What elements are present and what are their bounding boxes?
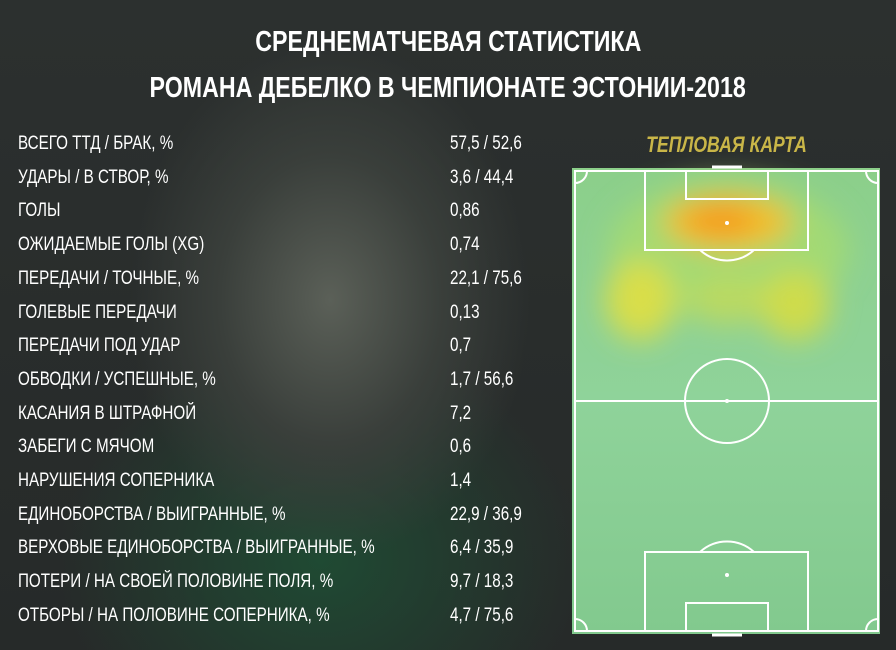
- stat-value-text: 57,5 / 52,6: [450, 133, 522, 154]
- stat-value: 1,4: [450, 470, 476, 492]
- stat-value-text: 0,74: [450, 234, 480, 256]
- stat-value: 7,2: [450, 403, 476, 425]
- stat-value: 57,5 / 52,6: [450, 133, 540, 155]
- stat-value-text: 1,4: [450, 470, 472, 491]
- title: СРЕДНЕМАТЧЕВАЯ СТАТИСТИКА: [0, 26, 896, 59]
- stat-value: 0,6: [450, 436, 476, 458]
- stat-label-text: ОЖИДАЕМЫЕ ГОЛЫ (XG): [18, 234, 205, 256]
- stat-value-text: 9,7 / 18,3: [450, 571, 514, 593]
- stat-label: ВЕРХОВЫЕ ЕДИНОБОРСТВА / ВЫИГРАННЫЕ, %: [18, 537, 464, 567]
- stat-value: 0,74: [450, 234, 487, 256]
- stat-label-text: ВЕРХОВЫЕ ЕДИНОБОРСТВА / ВЫИГРАННЫЕ, %: [18, 537, 375, 559]
- stat-value-text: 1,7 / 56,6: [450, 368, 514, 390]
- title-text: СРЕДНЕМАТЧЕВАЯ СТАТИСТИКА: [254, 26, 642, 58]
- heatmap-title-text: ТЕПЛОВАЯ КАРТА: [645, 132, 807, 157]
- stat-label: УДАРЫ / В СТВОР, %: [18, 167, 206, 197]
- heatmap-title: ТЕПЛОВАЯ КАРТА: [572, 132, 880, 158]
- stat-label-text: ГОЛЕВЫЕ ПЕРЕДАЧИ: [18, 301, 177, 323]
- stat-label-text: ЕДИНОБОРСТВА / ВЫИГРАННЫЕ, %: [18, 503, 286, 525]
- stat-label-text: ГОЛЫ: [18, 200, 61, 222]
- stat-value: 22,9 / 36,9: [450, 504, 540, 526]
- stat-value: 0,13: [450, 302, 487, 324]
- stat-value-text: 6,4 / 35,9: [450, 537, 514, 559]
- stat-label: ОБВОДКИ / УСПЕШНЫЕ, %: [18, 369, 265, 399]
- title: РОМАНА ДЕБЕЛКО В ЧЕМПИОНАТЕ ЭСТОНИИ-2018: [0, 72, 896, 105]
- stat-label-text: КАСАНИЯ В ШТРАФНОЙ: [18, 402, 197, 424]
- stat-label: НАРУШЕНИЯ СОПЕРНИКА: [18, 470, 263, 500]
- stat-label-text: ПОТЕРИ / НА СВОЕЙ ПОЛОВИНЕ ПОЛЯ, %: [18, 571, 334, 593]
- stat-value-text: 3,6 / 44,4: [450, 166, 514, 188]
- stat-value-text: 4,7 / 75,6: [450, 604, 514, 626]
- stat-label-text: НАРУШЕНИЯ СОПЕРНИКА: [18, 470, 215, 491]
- stat-value-text: 0,6: [450, 436, 472, 458]
- stat-value: 4,7 / 75,6: [450, 605, 529, 627]
- stat-value: 6,4 / 35,9: [450, 537, 529, 559]
- stat-value-text: 0,13: [450, 301, 480, 323]
- stat-value-text: 0,86: [450, 200, 480, 222]
- stat-label-text: ОТБОРЫ / НА ПОЛОВИНЕ СОПЕРНИКА, %: [18, 604, 330, 626]
- stat-value-text: 7,2: [450, 402, 472, 424]
- stat-label-text: ЗАБЕГИ С МЯЧОМ: [18, 436, 155, 458]
- heat: [605, 180, 848, 340]
- stat-label: ОТБОРЫ / НА ПОЛОВИНЕ СОПЕРНИКА, %: [18, 605, 408, 635]
- stat-value: 9,7 / 18,3: [450, 571, 529, 593]
- stat-label-text: ПЕРЕДАЧИ / ТОЧНЫЕ, %: [18, 267, 200, 289]
- stat-label: ОЖИДАЕМЫЕ ГОЛЫ (XG): [18, 234, 251, 264]
- stat-value-text: 22,9 / 36,9: [450, 503, 522, 525]
- stat-label: ЗАБЕГИ С МЯЧОМ: [18, 436, 188, 466]
- stat-value: 3,6 / 44,4: [450, 167, 529, 189]
- stat-label: ГОЛЕВЫЕ ПЕРЕДАЧИ: [18, 302, 216, 332]
- stat-label: ПЕРЕДАЧИ / ТОЧНЫЕ, %: [18, 268, 244, 298]
- stat-label-text: ВСЕГО ТТД / БРАК, %: [18, 133, 174, 154]
- stat-label-text: УДАРЫ / В СТВОР, %: [18, 166, 169, 188]
- stat-label: КАСАНИЯ В ШТРАФНОЙ: [18, 403, 241, 433]
- title-text: РОМАНА ДЕБЕЛКО В ЧЕМПИОНАТЕ ЭСТОНИИ-2018: [149, 72, 747, 104]
- stat-value-text: 0,7: [450, 335, 472, 357]
- stat-label: ПЕРЕДАЧИ ПОД УДАР: [18, 335, 221, 365]
- stat-label: ВСЕГО ТТД / БРАК, %: [18, 133, 212, 163]
- stat-value: 22,1 / 75,6: [450, 268, 540, 290]
- stat-label: ГОЛЫ: [18, 200, 71, 230]
- stat-value: 0,86: [450, 200, 487, 222]
- stat-label: ЕДИНОБОРСТВА / ВЫИГРАННЫЕ, %: [18, 504, 352, 534]
- stat-value: 1,7 / 56,6: [450, 369, 529, 391]
- stat-label-text: ПЕРЕДАЧИ ПОД УДАР: [18, 335, 181, 357]
- stat-label-text: ОБВОДКИ / УСПЕШНЫЕ, %: [18, 368, 216, 390]
- stat-value: 0,7: [450, 335, 476, 357]
- stat-label: ПОТЕРИ / НА СВОЕЙ ПОЛОВИНЕ ПОЛЯ, %: [18, 571, 412, 601]
- stat-value-text: 22,1 / 75,6: [450, 267, 522, 289]
